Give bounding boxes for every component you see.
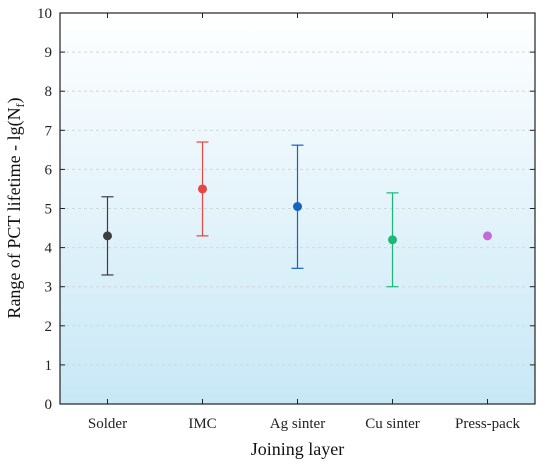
y-tick-label: 9	[45, 45, 53, 61]
x-tick-label: Solder	[88, 416, 127, 432]
x-tick-labels: Solder IMC Ag sinter Cu sinter Press-pack	[88, 416, 521, 432]
y-tick-label: 8	[45, 84, 53, 100]
y-tick-label: 6	[45, 162, 53, 178]
y-tick-label: 10	[37, 6, 52, 22]
data-point-press-pack	[483, 231, 492, 241]
y-tick-label: 7	[45, 123, 53, 139]
y-axis-title-main: Range of PCT lifetime - lg(N	[4, 107, 25, 318]
y-axis-title-close: )	[4, 97, 25, 103]
data-point-cu-sinter	[386, 192, 399, 288]
data-point-imc	[196, 141, 209, 237]
data-point-solder	[101, 196, 114, 276]
x-tick-label: Cu sinter	[365, 416, 420, 432]
x-tick-label: IMC	[188, 416, 216, 432]
grid-lines	[60, 51, 535, 366]
point-marker	[293, 202, 302, 212]
data-marks	[101, 141, 492, 288]
x-tick-label: Press-pack	[455, 416, 520, 432]
point-marker	[198, 184, 207, 194]
x-tick-label: Ag sinter	[270, 416, 325, 432]
x-axis-title: Joining layer	[251, 439, 344, 459]
y-tick-label: 2	[45, 319, 53, 335]
plot-frame	[59, 12, 536, 405]
y-tick-labels: 0 1 2 3 4 5 6 7 8 9 10	[37, 6, 53, 413]
y-tick-label: 5	[45, 202, 53, 218]
axes	[59, 12, 536, 405]
y-tick-label: 0	[45, 397, 53, 413]
y-axis-title-subscript: f	[13, 103, 27, 107]
y-tick-label: 4	[45, 241, 53, 257]
point-marker	[103, 231, 112, 241]
data-point-ag-sinter	[291, 144, 304, 269]
y-axis-title: Range of PCT lifetime - lg(Nf)	[4, 97, 27, 318]
y-tick-label: 1	[45, 358, 53, 374]
point-marker	[483, 231, 492, 241]
y-tick-label: 3	[45, 280, 53, 296]
point-marker	[388, 235, 397, 245]
